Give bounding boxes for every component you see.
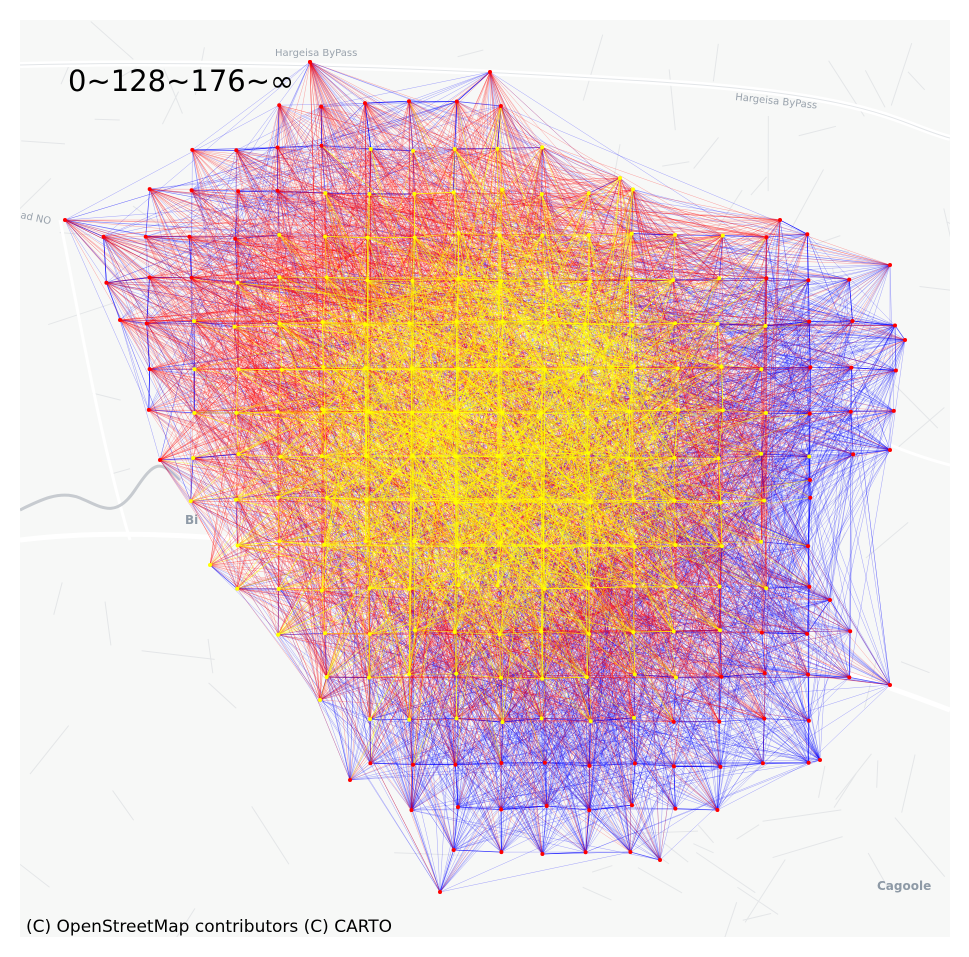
legend-title: 0~128~176~∞ [68,64,295,98]
district-label-left: Bi [185,513,198,527]
map-canvas[interactable]: Hargeisa ByPass Hargeisa ByPass ad NO Ca… [20,20,950,937]
map-svg: Hargeisa ByPass Hargeisa ByPass ad NO Ca… [20,20,950,937]
basemap-river [20,464,182,512]
road-label-bypass-top: Hargeisa ByPass [275,48,357,59]
map-attribution: (C) OpenStreetMap contributors (C) CARTO [26,917,393,937]
network-nodes [63,60,907,894]
network-edges-high [159,101,811,781]
place-label-cagoole: Cagoole [877,879,931,893]
